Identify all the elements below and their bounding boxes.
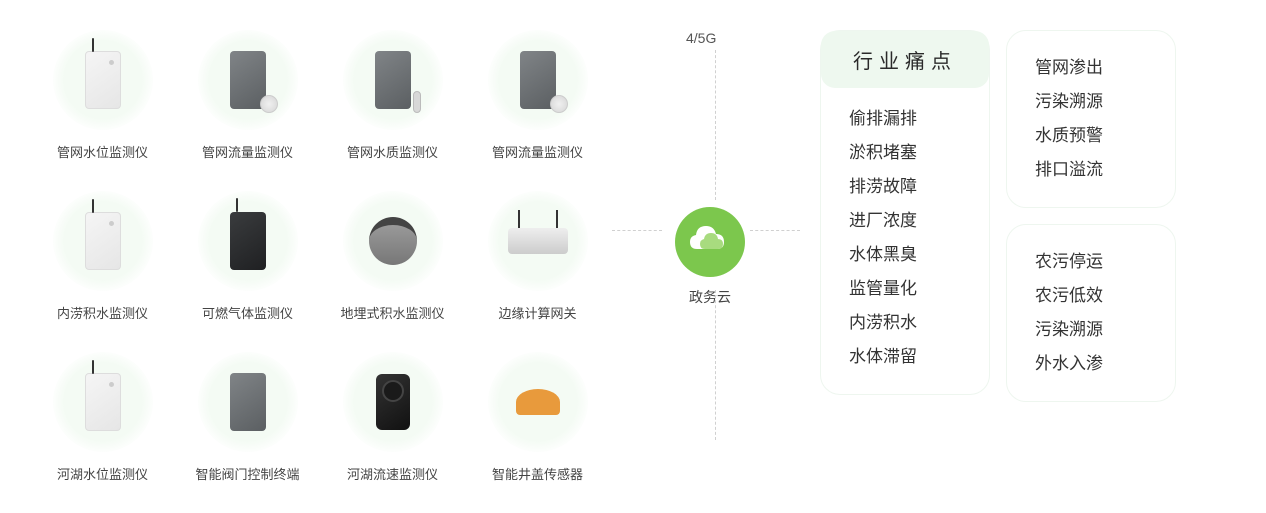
network-column: 4/5G 政务云 [620,30,800,483]
pain-col-left: 行业痛点 偷排漏排淤积堵塞排涝故障进厂浓度水体黑臭监管量化内涝积水水体滞留 [820,30,990,483]
device-pipe-waterlevel: 管网水位监测仪 [40,30,165,161]
device-buried: 地埋式积水监测仪 [330,191,455,322]
device-label: 河湖流速监测仪 [347,464,438,483]
pain-item: 淤积堵塞 [849,136,961,170]
cloud-label: 政务云 [689,287,731,307]
device-valve: 智能阀门控制终端 [185,352,310,483]
device-gas: 可燃气体监测仪 [185,191,310,322]
pain-col-right: 管网渗出污染溯源水质预警排口溢流 农污停运农污低效污染溯源外水入渗 [1006,30,1176,483]
diagram-root: 管网水位监测仪 管网流量监测仪 管网水质监测仪 管网流量监测仪内涝积水监测仪 可燃气体监… [0,0,1266,513]
device-pipe-quality: 管网水质监测仪 [330,30,455,161]
device-icon [343,191,443,291]
pain-item: 管网渗出 [1035,51,1147,85]
device-label: 管网水位监测仪 [57,142,148,161]
device-label: 地埋式积水监测仪 [340,303,444,322]
device-icon [198,352,298,452]
pain-item: 水体黑臭 [849,238,961,272]
device-icon [488,30,588,130]
device-label: 内涝积水监测仪 [57,303,148,322]
device-icon [488,191,588,291]
device-icon [53,191,153,291]
connector-bottom [715,290,716,440]
device-label: 智能阀门控制终端 [195,464,299,483]
device-icon [198,191,298,291]
device-icon [198,30,298,130]
device-flood-level: 内涝积水监测仪 [40,191,165,322]
pain-item: 农污低效 [1035,279,1147,313]
pain-item: 外水入渗 [1035,347,1147,381]
pain-item: 水体滞留 [849,340,961,374]
device-label: 管网流量监测仪 [202,142,293,161]
device-icon [343,30,443,130]
cloud: 政务云 [675,207,745,307]
connector-right [750,230,800,231]
device-label: 河湖水位监测仪 [57,464,148,483]
cloud-icon [675,207,745,277]
device-river-flow: 河湖流速监测仪 [330,352,455,483]
pain-header: 行业痛点 [821,31,989,88]
pain-card-top: 管网渗出污染溯源水质预警排口溢流 [1006,30,1176,208]
device-label: 边缘计算网关 [498,303,576,322]
device-label: 管网水质监测仪 [347,142,438,161]
pain-item: 监管量化 [849,272,961,306]
pain-item: 污染溯源 [1035,313,1147,347]
device-icon [488,352,588,452]
device-pipe-flow-1: 管网流量监测仪 [185,30,310,161]
device-pipe-flow-2: 管网流量监测仪 [475,30,600,161]
pain-card-main: 行业痛点 偷排漏排淤积堵塞排涝故障进厂浓度水体黑臭监管量化内涝积水水体滞留 [820,30,990,395]
device-icon [53,352,153,452]
devices-grid: 管网水位监测仪 管网流量监测仪 管网水质监测仪 管网流量监测仪内涝积水监测仪 可燃气体监… [40,30,600,483]
device-gateway: 边缘计算网关 [475,191,600,322]
device-manhole: 智能井盖传感器 [475,352,600,483]
pain-card-bottom: 农污停运农污低效污染溯源外水入渗 [1006,224,1176,402]
pain-item: 水质预警 [1035,119,1147,153]
device-icon [343,352,443,452]
pain-item: 污染溯源 [1035,85,1147,119]
device-label: 智能井盖传感器 [492,464,583,483]
device-label: 管网流量监测仪 [492,142,583,161]
pain-item: 农污停运 [1035,245,1147,279]
device-label: 可燃气体监测仪 [202,303,293,322]
pain-points-panels: 行业痛点 偷排漏排淤积堵塞排涝故障进厂浓度水体黑臭监管量化内涝积水水体滞留 管网… [820,30,1176,483]
connector-top [715,50,716,200]
network-label: 4/5G [686,30,716,46]
pain-item: 偷排漏排 [849,102,961,136]
connector-left [612,230,662,231]
pain-item: 排涝故障 [849,170,961,204]
pain-item: 进厂浓度 [849,204,961,238]
pain-item: 排口溢流 [1035,153,1147,187]
device-river-level: 河湖水位监测仪 [40,352,165,483]
pain-item: 内涝积水 [849,306,961,340]
device-icon [53,30,153,130]
